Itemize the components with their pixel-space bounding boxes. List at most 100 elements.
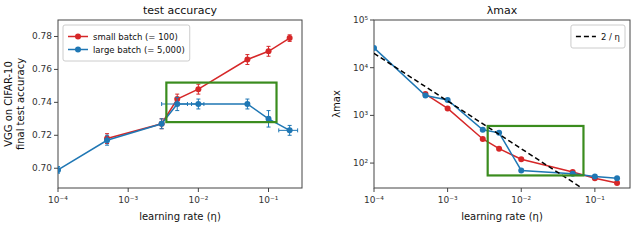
y-error-bar [196, 84, 200, 94]
x-tick-label: 10⁻¹ [585, 195, 605, 205]
point [244, 101, 250, 107]
point [104, 137, 110, 143]
point [422, 93, 428, 99]
x-tick-label: 10⁻⁴ [364, 195, 384, 205]
point [496, 146, 502, 152]
series-line [425, 94, 617, 183]
data-area [374, 45, 620, 187]
x-tick-label: 10⁻² [188, 195, 208, 205]
point [159, 121, 165, 127]
y-tick-label: 0.78 [32, 31, 52, 41]
y-error-bar [267, 46, 271, 56]
point [58, 167, 61, 173]
y-error-bar [288, 35, 292, 42]
legend-item: large batch (= 5,000) [68, 45, 185, 55]
y-tick-label: 0.72 [32, 130, 52, 140]
y-error-bar [175, 97, 179, 110]
x-tick-label: 10⁻¹ [259, 195, 279, 205]
y-tick [54, 69, 58, 70]
point [266, 116, 272, 122]
legend-swatch [576, 36, 596, 38]
x-axis-label: learning rate (η) [461, 211, 543, 222]
point [480, 127, 486, 133]
highlight-box [488, 126, 584, 175]
y-tick-label: 0.74 [32, 97, 52, 107]
series-line [374, 53, 580, 186]
plot-frame [58, 20, 302, 188]
y-tick [370, 115, 374, 116]
x-tick-label: 10⁻⁴ [48, 195, 68, 205]
y-error-bar [196, 99, 200, 109]
legend-item: 2 / η [576, 32, 620, 42]
y-tick-label: 10² [353, 158, 368, 168]
y-tick-label: 10⁵ [353, 15, 368, 25]
x-tick [447, 188, 448, 192]
point [445, 105, 451, 111]
title: λmax [487, 4, 518, 17]
x-tick-label: 10⁻² [511, 195, 531, 205]
figure: 10⁻⁴ 10⁻³ 10⁻² 10⁻¹ 0.70 0.72 0.74 0.76 0.78 test… [0, 0, 640, 234]
y-axis-label: λmax [331, 90, 342, 118]
legend-box [571, 25, 625, 48]
legend-marker [75, 47, 81, 53]
point [614, 175, 620, 181]
x-tick [198, 188, 199, 192]
point [244, 57, 250, 63]
panel: 10⁻⁴ 10⁻³ 10⁻² 10⁻¹ 0.70 0.72 0.74 0.76 0.78 test… [3, 4, 302, 222]
x-tick [128, 188, 129, 192]
y-tick [54, 36, 58, 37]
y-tick [370, 20, 374, 21]
y-tick [54, 168, 58, 169]
point [174, 101, 180, 107]
point [592, 174, 598, 180]
point [266, 48, 272, 54]
legend-item: small batch (= 100) [68, 32, 178, 42]
y-error-bar [58, 167, 60, 174]
legend-label: 2 / η [601, 32, 620, 42]
legend: 2 / η [571, 25, 625, 48]
y-tick [54, 102, 58, 103]
point [195, 101, 201, 107]
point [159, 121, 165, 127]
x-error-bar [279, 128, 298, 132]
plot-frame [374, 20, 630, 188]
point [287, 127, 293, 133]
x-tick [268, 188, 269, 192]
x-axis-label: learning rate (η) [139, 211, 221, 222]
title: test accuracy [143, 4, 218, 17]
y-error-bar [288, 125, 292, 135]
legend: small batch (= 100) large batch (= 5,000) [63, 25, 190, 61]
y-axis-label-line: VGG on CIFAR-10 [3, 61, 14, 147]
y-axis-label-line: λmax [331, 90, 342, 118]
y-axis-label-line: final test accuracy [15, 58, 26, 150]
highlight-box [166, 83, 276, 123]
y-error-bar [245, 99, 249, 109]
y-axis-label: VGG on CIFAR-10final test accuracy [3, 58, 26, 150]
point [287, 35, 293, 41]
x-tick [521, 188, 522, 192]
y-error-bar [267, 111, 271, 127]
series-line [374, 48, 617, 178]
y-error-bar [105, 135, 109, 145]
legend-label: large batch (= 5,000) [93, 45, 185, 55]
series-line [58, 104, 290, 170]
point [518, 167, 524, 173]
y-error-bar [160, 119, 164, 129]
point [195, 86, 201, 92]
y-error-bar [245, 55, 249, 65]
point [374, 45, 377, 51]
legend-box [63, 25, 190, 61]
y-tick-label: 0.70 [32, 163, 52, 173]
x-tick [58, 188, 59, 192]
x-tick-label: 10⁻³ [118, 195, 138, 205]
point [518, 156, 524, 162]
y-tick-label: 10³ [353, 110, 368, 120]
legend-label: small batch (= 100) [93, 32, 178, 42]
y-tick-label: 0.76 [32, 64, 52, 74]
point [480, 136, 486, 142]
x-tick [594, 188, 595, 192]
y-tick [370, 67, 374, 68]
legend-marker [75, 34, 81, 40]
panel: 10⁻⁴10⁻³10⁻²10⁻¹10²10³10⁴10⁵λmaxlearning… [331, 4, 630, 222]
y-tick [54, 135, 58, 136]
